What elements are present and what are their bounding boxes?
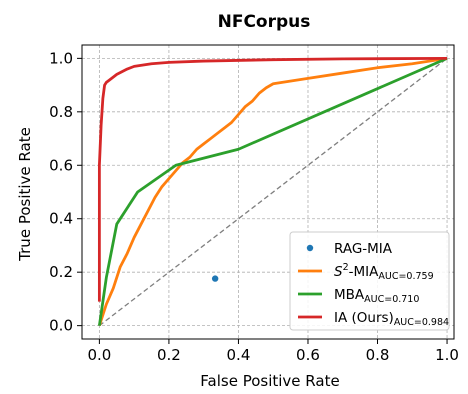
diagonal-line xyxy=(98,57,448,327)
x-tick-label: 0.8 xyxy=(366,346,390,364)
s-mia-line xyxy=(98,56,448,327)
chart-title: NFCorpus xyxy=(218,12,311,32)
y-tick-label: 0.6 xyxy=(49,156,73,174)
y-tick-label: 0.8 xyxy=(49,103,73,121)
x-tick-label: 0.0 xyxy=(87,346,111,364)
ia-ours-line xyxy=(97,56,448,302)
legend-marker xyxy=(306,244,314,252)
legend-label: RAG-MIA xyxy=(334,241,393,257)
mba-line xyxy=(97,57,448,326)
diagonal-reference xyxy=(98,57,448,327)
x-tick-label: 0.6 xyxy=(296,346,320,364)
axis-ticks: 0.0 0.2 0.4 0.6 0.8 1.0 0.0 0.2 0.4 0.6 0.8 1.0 xyxy=(49,49,459,364)
y-tick-label: 1.0 xyxy=(49,49,73,67)
x-tick-label: 0.2 xyxy=(157,346,181,364)
rag-mia-point xyxy=(211,275,219,282)
y-tick-label: 0.4 xyxy=(49,210,73,228)
y-tick-label: 0.2 xyxy=(49,263,73,281)
legend-label: MBAAUC=0.710 xyxy=(334,287,419,305)
x-tick-label: 0.4 xyxy=(227,346,251,364)
x-tick-label: 1.0 xyxy=(435,346,459,364)
x-axis-label: False Positive Rate xyxy=(200,372,339,390)
legend-label: S2-MIAAUC=0.759 xyxy=(334,262,434,282)
legend-box xyxy=(289,231,450,331)
legend-label: IA (Ours)AUC=0.984 xyxy=(334,310,449,328)
series-layer xyxy=(97,56,448,327)
legend: RAG-MIA S2-MIAAUC=0.759 MBAAUC=0.710 IA (Ou… xyxy=(289,231,450,331)
plot-frame xyxy=(81,44,455,340)
y-axis-label: True Positive Rate xyxy=(16,127,34,262)
y-tick-label: 0.0 xyxy=(49,317,73,335)
